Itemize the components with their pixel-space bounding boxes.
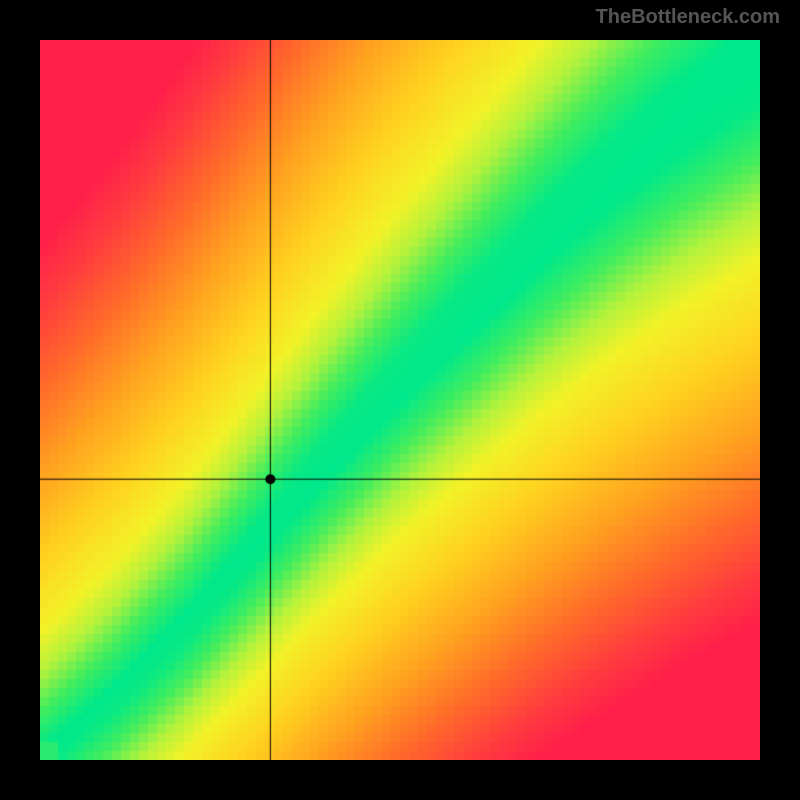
watermark-text: TheBottleneck.com [596, 6, 780, 29]
heatmap-canvas [40, 40, 760, 760]
plot-area [40, 40, 760, 760]
chart-container: TheBottleneck.com [0, 0, 800, 800]
